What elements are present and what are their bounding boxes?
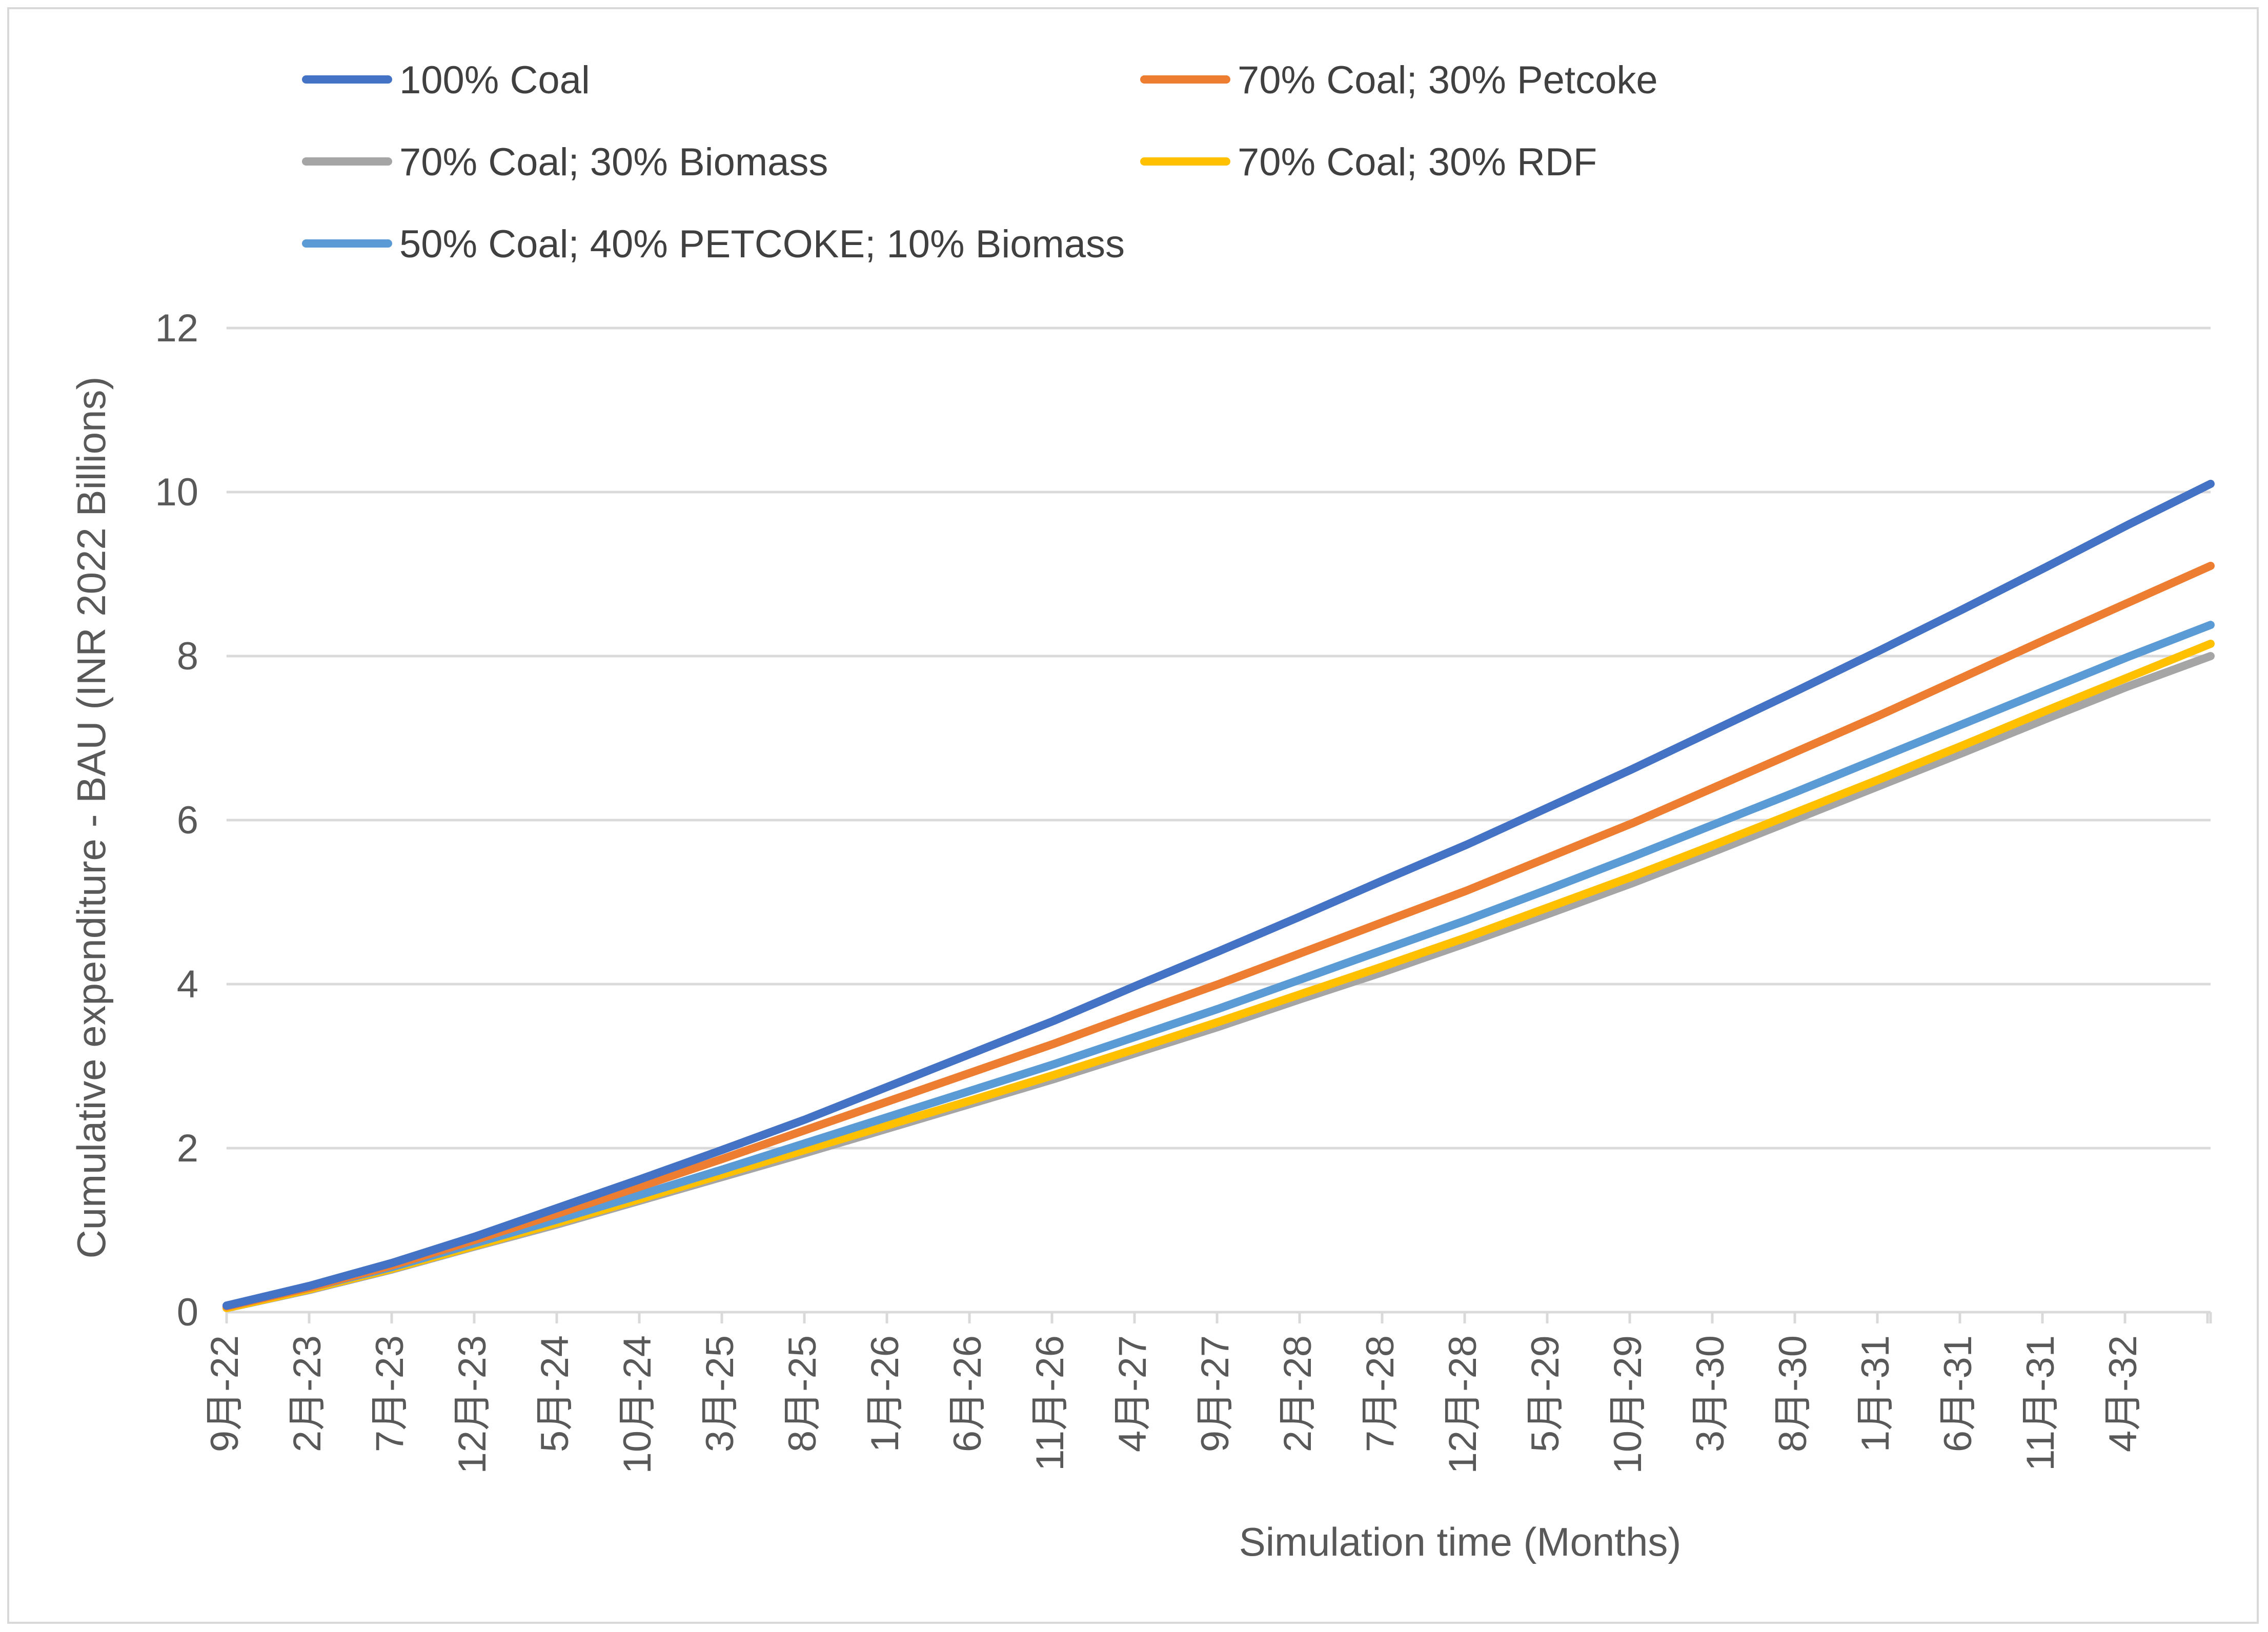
y-tick-label: 6	[177, 799, 198, 842]
x-tick-label: 11月-26	[1028, 1335, 1072, 1471]
x-tick-label: 5月-24	[533, 1335, 577, 1452]
x-tick-label: 1月-31	[1854, 1335, 1897, 1452]
y-tick-label: 12	[155, 307, 198, 350]
x-tick-label: 9月-22	[203, 1335, 247, 1452]
legend-label: 50% Coal; 40% PETCOKE; 10% Biomass	[399, 222, 1125, 266]
legend-label: 70% Coal; 30% RDF	[1238, 140, 1597, 184]
legend-item: 70% Coal; 30% Petcoke	[1140, 58, 1658, 102]
x-tick-label: 11月-31	[2019, 1335, 2062, 1471]
x-tick-label: 12月-28	[1441, 1335, 1485, 1474]
x-tick-label: 8月-30	[1771, 1335, 1815, 1452]
x-axis: 9月-22 2月-23 7月-23 12月-23 5月-24 10月-24 3月-25 8月-…	[203, 1311, 2212, 1474]
y-tick-label: 8	[177, 635, 198, 678]
legend-label: 100% Coal	[399, 58, 590, 102]
x-tick-label: 6月-26	[946, 1335, 989, 1452]
x-axis-title: Simulation time (Months)	[1239, 1519, 1682, 1564]
x-tick-label: 2月-28	[1276, 1335, 1320, 1452]
y-tick-label: 10	[155, 471, 198, 514]
x-tick-label: 4月-27	[1111, 1335, 1155, 1452]
x-tick-label: 6月-31	[1936, 1335, 1980, 1452]
x-tick-label: 7月-23	[368, 1335, 412, 1452]
x-tick-label: 12月-23	[451, 1335, 494, 1474]
x-tick-label: 8月-25	[781, 1335, 824, 1452]
y-tick-label: 0	[177, 1291, 198, 1334]
x-tick-label: 7月-28	[1359, 1335, 1402, 1452]
x-tick-label: 5月-29	[1524, 1335, 1567, 1452]
gridlines	[227, 327, 2211, 1150]
legend-label: 70% Coal; 30% Biomass	[399, 140, 828, 184]
x-tick-label: 9月-27	[1193, 1335, 1237, 1452]
x-tick-label: 10月-24	[616, 1335, 659, 1474]
legend-item: 70% Coal; 30% RDF	[1140, 140, 1597, 184]
legend-item: 100% Coal	[302, 58, 590, 102]
x-tick-label: 4月-32	[2101, 1335, 2145, 1452]
series-group	[222, 480, 2215, 1312]
x-tick-label: 3月-25	[698, 1335, 742, 1452]
legend-item: 70% Coal; 30% Biomass	[302, 140, 828, 184]
legend-label: 70% Coal; 30% Petcoke	[1238, 58, 1658, 102]
y-tick-label: 2	[177, 1127, 198, 1170]
y-axis: 0 2 4 6 8 10 12	[155, 307, 198, 1334]
series-line-4	[222, 621, 2215, 1310]
legend: 100% Coal 70% Coal; 30% Petcoke 70% Coal; …	[302, 58, 1658, 266]
chart-frame	[7, 7, 2259, 1624]
y-axis-title: Cumulative expenditure - BAU (INR 2022 B…	[69, 376, 114, 1258]
legend-item: 50% Coal; 40% PETCOKE; 10% Biomass	[302, 222, 1125, 266]
x-tick-label: 2月-23	[286, 1335, 329, 1452]
y-tick-label: 4	[177, 963, 198, 1006]
x-tick-label: 1月-26	[863, 1335, 907, 1452]
series-line-1	[222, 562, 2215, 1311]
series-line-0	[222, 480, 2215, 1310]
x-tick-label: 10月-29	[1606, 1335, 1650, 1474]
x-tick-label: 3月-30	[1689, 1335, 1732, 1452]
